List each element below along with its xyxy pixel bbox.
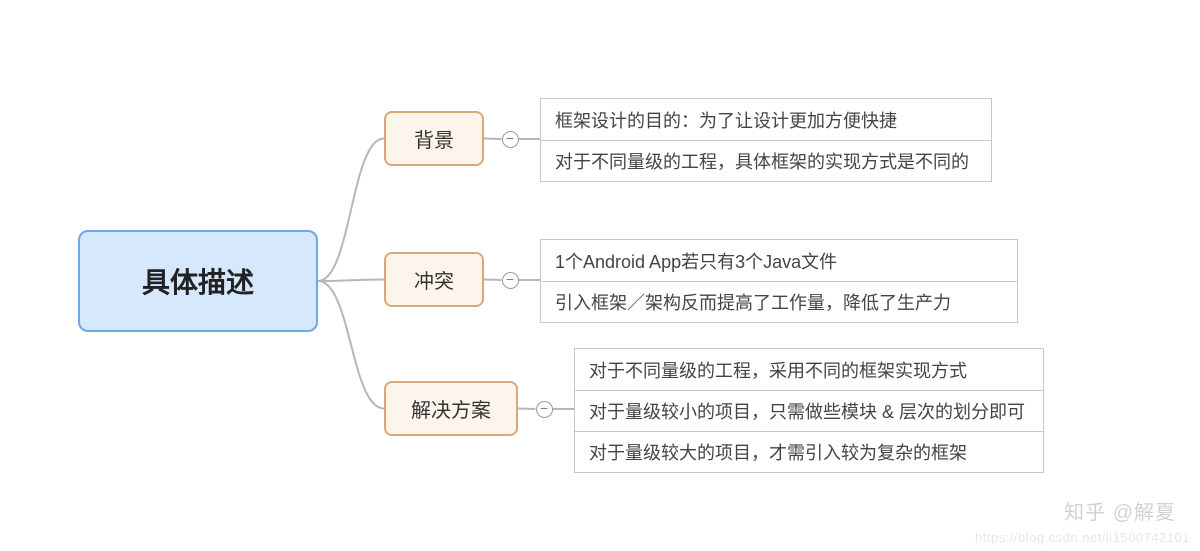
leaf-text: 对于量级较大的项目，才需引入较为复杂的框架 [589, 439, 967, 465]
minus-icon: − [506, 131, 514, 145]
minus-icon: − [506, 272, 514, 286]
leaf-row[interactable]: 对于量级较大的项目，才需引入较为复杂的框架 [575, 431, 1043, 472]
leaf-row[interactable]: 对于不同量级的工程，具体框架的实现方式是不同的 [541, 140, 991, 181]
watermark-csdn: https://blog.csdn.net/li1500742101 [975, 530, 1190, 545]
leaf-group-bg: 框架设计的目的：为了让设计更加方便快捷对于不同量级的工程，具体框架的实现方式是不… [540, 98, 992, 182]
leaf-row[interactable]: 对于不同量级的工程，采用不同的框架实现方式 [575, 349, 1043, 390]
mid-node-conflict[interactable]: 冲突 [384, 252, 484, 307]
watermark-zhihu: 知乎 @解夏 [1064, 496, 1176, 525]
root-node[interactable]: 具体描述 [78, 230, 318, 332]
root-label: 具体描述 [142, 261, 254, 301]
leaf-text: 框架设计的目的：为了让设计更加方便快捷 [555, 107, 897, 133]
leaf-text: 对于量级较小的项目，只需做些模块 & 层次的划分即可 [589, 398, 1025, 424]
leaf-group-solution: 对于不同量级的工程，采用不同的框架实现方式对于量级较小的项目，只需做些模块 & … [574, 348, 1044, 473]
leaf-row[interactable]: 引入框架／架构反而提高了工作量，降低了生产力 [541, 281, 1017, 322]
collapse-toggle-solution[interactable]: − [536, 401, 553, 418]
collapse-toggle-conflict[interactable]: − [502, 272, 519, 289]
mid-label: 冲突 [414, 265, 454, 294]
leaf-group-conflict: 1个Android App若只有3个Java文件引入框架／架构反而提高了工作量，… [540, 239, 1018, 323]
leaf-text: 引入框架／架构反而提高了工作量，降低了生产力 [555, 289, 951, 315]
mid-node-solution[interactable]: 解决方案 [384, 381, 518, 436]
minus-icon: − [540, 401, 548, 415]
mid-label: 背景 [414, 124, 454, 153]
leaf-row[interactable]: 1个Android App若只有3个Java文件 [541, 240, 1017, 281]
mid-node-bg[interactable]: 背景 [384, 111, 484, 166]
collapse-toggle-bg[interactable]: − [502, 131, 519, 148]
leaf-row[interactable]: 框架设计的目的：为了让设计更加方便快捷 [541, 99, 991, 140]
mid-label: 解决方案 [411, 394, 491, 423]
leaf-text: 对于不同量级的工程，具体框架的实现方式是不同的 [555, 148, 969, 174]
leaf-text: 1个Android App若只有3个Java文件 [555, 248, 837, 274]
leaf-row[interactable]: 对于量级较小的项目，只需做些模块 & 层次的划分即可 [575, 390, 1043, 431]
leaf-text: 对于不同量级的工程，采用不同的框架实现方式 [589, 357, 967, 383]
